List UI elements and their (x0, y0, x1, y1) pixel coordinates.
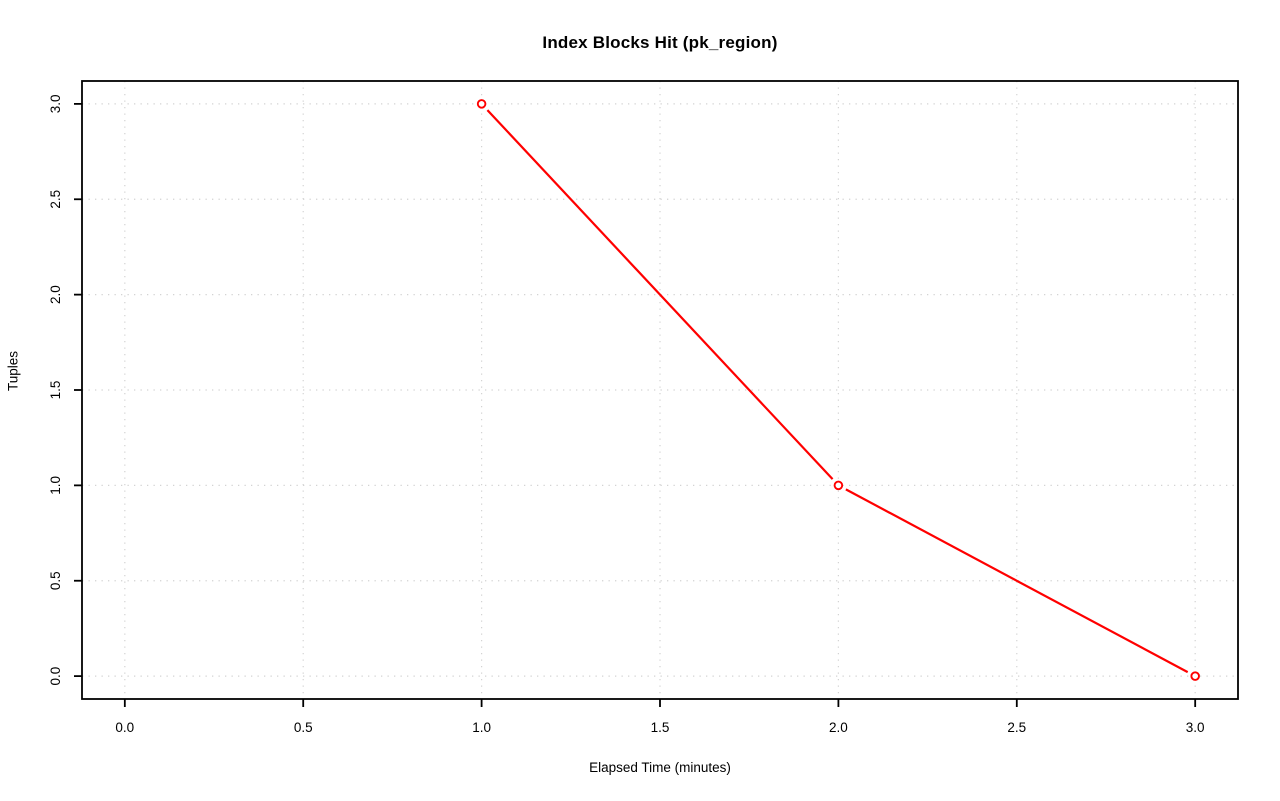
y-tick-label: 2.0 (48, 285, 63, 304)
y-axis-label-text: Tuples (5, 350, 21, 391)
x-tick-label: 3.0 (1186, 720, 1205, 735)
y-tick-label: 0.5 (48, 571, 63, 590)
data-series (476, 99, 1200, 681)
y-tick-label: 2.5 (48, 190, 63, 209)
chart-title: Index Blocks Hit (pk_region) (542, 33, 778, 52)
x-axis-label: Elapsed Time (minutes) (589, 760, 731, 775)
y-tick-label: 1.5 (48, 381, 63, 400)
axes: 0.0 0.5 1.0 1.5 2.0 2.5 3.0 0.0 0.5 1.0 1.5 2.0 2.5 3… (48, 80, 1239, 735)
data-point-marker (1190, 671, 1200, 681)
x-tick-label: 2.0 (829, 720, 848, 735)
data-point-marker (476, 99, 487, 109)
y-tick-label: 0.0 (48, 667, 63, 686)
x-tick-label: 0.5 (294, 720, 313, 735)
data-point-marker (833, 480, 844, 491)
x-tick-label: 1.0 (472, 720, 491, 735)
series-line-segment (486, 109, 834, 480)
x-tick-label: 2.5 (1007, 720, 1026, 735)
y-tick-label: 1.0 (48, 476, 63, 495)
x-tick-label: 1.5 (651, 720, 670, 735)
series-line-segment (845, 488, 1189, 674)
y-tick-label: 3.0 (48, 94, 63, 113)
x-tick-label: 0.0 (115, 720, 134, 735)
